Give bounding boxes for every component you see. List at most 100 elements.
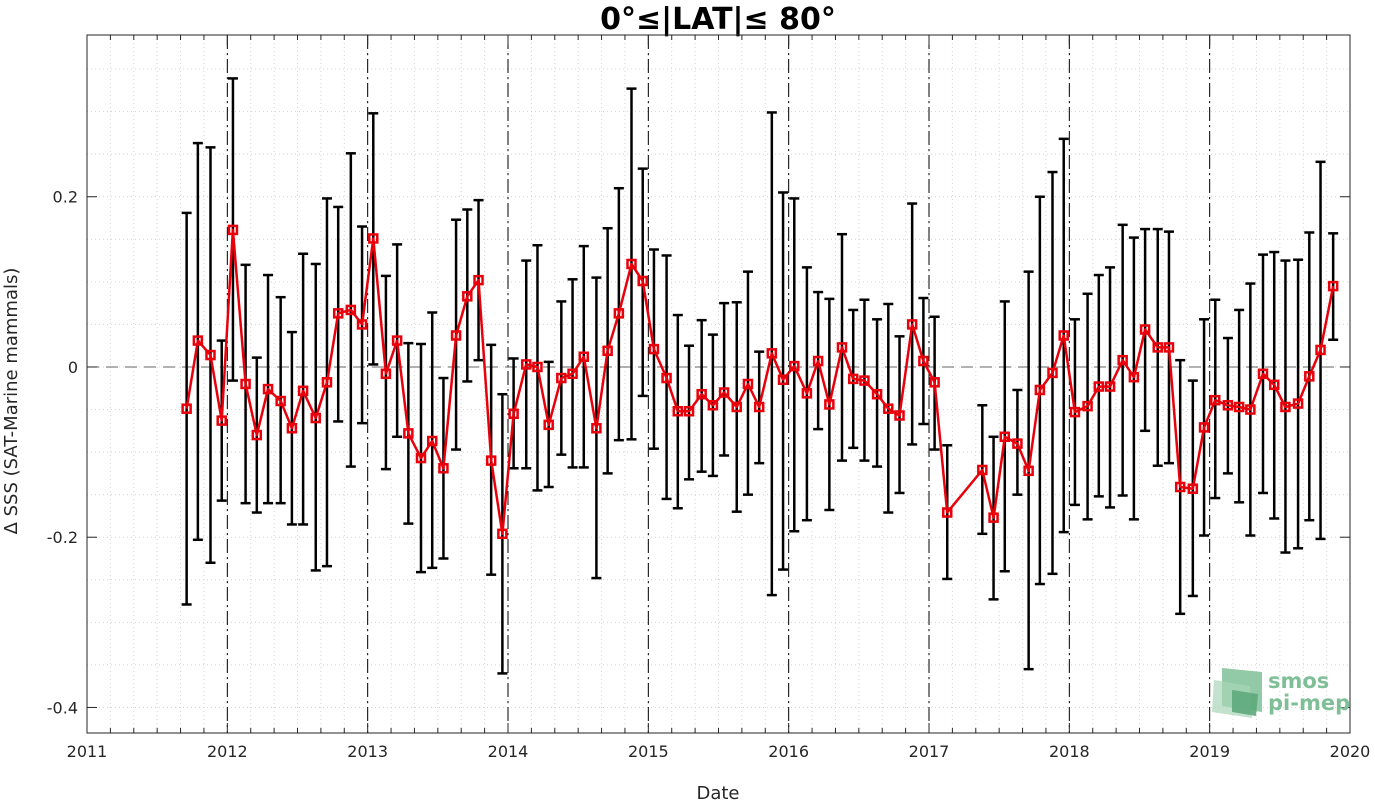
- x-tick-label: 2015: [628, 742, 669, 761]
- data-point: [1245, 404, 1256, 415]
- data-point: [648, 343, 660, 355]
- data-point: [205, 349, 216, 361]
- data-point: [543, 419, 554, 431]
- y-tick-label: -0.2: [47, 528, 78, 547]
- data-point: [801, 388, 813, 399]
- data-point: [556, 372, 567, 384]
- x-tick-labels: 2011 2012 2013 2014 2015 2016 2017 2018 2019 2020: [67, 742, 1371, 761]
- series-markers: [181, 224, 1339, 540]
- data-point: [1023, 465, 1034, 477]
- data-point: [391, 335, 403, 346]
- data-point: [1210, 394, 1221, 406]
- y-tick-label: 0: [68, 358, 78, 377]
- data-point: [216, 415, 227, 426]
- x-tick-label: 2020: [1330, 742, 1371, 761]
- data-point: [1257, 368, 1269, 380]
- data-point: [1327, 280, 1339, 292]
- data-point: [415, 452, 427, 464]
- x-tick-label: 2017: [909, 742, 950, 761]
- x-axis-label: Date: [696, 783, 739, 801]
- data-point: [310, 412, 321, 424]
- data-point: [578, 351, 590, 363]
- data-point: [1268, 379, 1280, 391]
- data-point: [520, 359, 532, 370]
- logo-text-line2: pi-mep: [1268, 691, 1350, 715]
- error-bars: [181, 77, 1339, 675]
- data-point: [859, 375, 870, 386]
- data-point: [1139, 324, 1151, 335]
- data-point: [1187, 483, 1199, 494]
- data-point: [1093, 381, 1105, 392]
- data-point: [1117, 354, 1128, 366]
- series-line: [185, 228, 1335, 536]
- data-point: [977, 464, 988, 476]
- data-point: [777, 374, 789, 385]
- data-point: [251, 429, 263, 441]
- data-point: [742, 378, 754, 390]
- data-point: [988, 512, 999, 523]
- data-point: [718, 387, 730, 398]
- data-point: [1280, 401, 1291, 413]
- data-point: [753, 401, 765, 413]
- data-point: [345, 304, 357, 316]
- data-point: [812, 355, 824, 367]
- data-point: [836, 342, 848, 353]
- logo-text-line1: smos: [1268, 669, 1329, 693]
- data-point: [1292, 398, 1304, 409]
- data-point: [485, 455, 497, 466]
- x-tick-label: 2011: [67, 742, 108, 761]
- data-point: [1104, 381, 1116, 392]
- data-point: [661, 372, 672, 384]
- data-point: [696, 388, 707, 400]
- data-point: [918, 355, 929, 367]
- data-point: [906, 319, 918, 330]
- data-point: [894, 410, 905, 421]
- x-tick-label: 2018: [1049, 742, 1090, 761]
- data-point: [672, 405, 684, 417]
- data-point: [871, 388, 883, 400]
- data-point: [240, 378, 251, 390]
- data-point: [1198, 422, 1210, 433]
- x-tick-label: 2012: [207, 742, 248, 761]
- data-point: [929, 377, 940, 388]
- data-point: [1304, 371, 1315, 382]
- data-point: [426, 435, 438, 447]
- smos-pimep-logo: smos pi-mep: [1212, 668, 1350, 718]
- data-point: [1128, 371, 1140, 383]
- data-point: [1047, 367, 1058, 379]
- y-tick-labels: 0.2 0 -0.2 -0.4: [47, 188, 78, 718]
- data-point: [1012, 438, 1023, 449]
- data-point: [1315, 344, 1326, 356]
- data-point: [403, 428, 414, 439]
- data-point: [1058, 330, 1069, 341]
- data-point: [766, 348, 778, 359]
- data-point: [1069, 406, 1081, 418]
- data-point: [1152, 342, 1163, 353]
- data-point: [613, 308, 625, 319]
- data-point: [181, 403, 192, 414]
- year-lines: [226, 35, 1211, 733]
- data-point: [626, 258, 637, 270]
- data-point: [497, 528, 508, 540]
- data-point: [567, 368, 578, 380]
- data-point: [275, 395, 286, 407]
- x-tick-label: 2014: [488, 742, 529, 761]
- data-point: [192, 335, 204, 346]
- grid: [86, 35, 1351, 733]
- y-axis-label: Δ SSS (SAT-Marine mammals): [1, 268, 22, 535]
- data-point: [450, 330, 462, 341]
- data-point: [941, 507, 953, 518]
- data-point: [286, 423, 298, 434]
- data-point: [438, 463, 449, 474]
- data-point: [824, 399, 835, 410]
- data-point: [602, 345, 613, 357]
- data-point: [332, 308, 344, 319]
- y-tick-label: 0.2: [53, 188, 78, 207]
- data-point: [789, 360, 800, 372]
- data-point: [1034, 384, 1046, 396]
- data-point: [707, 400, 719, 411]
- data-point: [1222, 400, 1234, 411]
- data-point: [847, 373, 859, 385]
- logo-mark-icon: [1212, 668, 1262, 718]
